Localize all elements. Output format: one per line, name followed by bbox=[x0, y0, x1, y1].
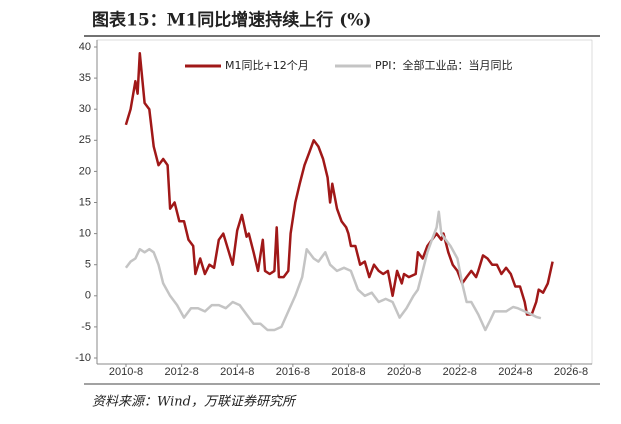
plot-frame bbox=[96, 39, 593, 365]
y-tick-label: 40 bbox=[79, 41, 91, 53]
x-tick-label: 2010-8 bbox=[109, 366, 143, 378]
x-tick-label: 2026-8 bbox=[554, 366, 588, 378]
y-tick-label: 0 bbox=[85, 290, 91, 302]
x-tick-label: 2012-8 bbox=[164, 366, 198, 378]
x-tick-label: 2018-8 bbox=[331, 366, 365, 378]
series-line bbox=[124, 51, 554, 316]
x-tick-label: 2014-8 bbox=[220, 366, 254, 378]
series-line bbox=[124, 210, 542, 332]
x-tick-label: 2022-8 bbox=[443, 366, 477, 378]
y-tick-label: 20 bbox=[79, 165, 91, 177]
y-tick-label: -5 bbox=[81, 321, 91, 333]
x-tick-label: 2020-8 bbox=[387, 366, 421, 378]
x-tick-label: 2024-8 bbox=[498, 366, 532, 378]
y-tick-label: 25 bbox=[79, 134, 91, 146]
y-tick-label: 10 bbox=[79, 228, 91, 240]
y-tick-label: -10 bbox=[75, 352, 91, 364]
legend-label: PPI：全部工业品：当月同比 bbox=[375, 58, 513, 72]
x-tick-label: 2016-8 bbox=[276, 366, 310, 378]
chart-title: 图表15：M1同比增速持续上行 (%) bbox=[92, 10, 371, 31]
source-note: 资料来源：Wind，万联证券研究所 bbox=[92, 394, 297, 410]
y-tick-label: 30 bbox=[79, 103, 91, 115]
legend-label: M1同比+12个月 bbox=[225, 59, 309, 72]
y-tick-label: 15 bbox=[79, 196, 91, 208]
y-tick-label: 35 bbox=[79, 72, 91, 84]
y-tick-label: 5 bbox=[85, 259, 91, 271]
